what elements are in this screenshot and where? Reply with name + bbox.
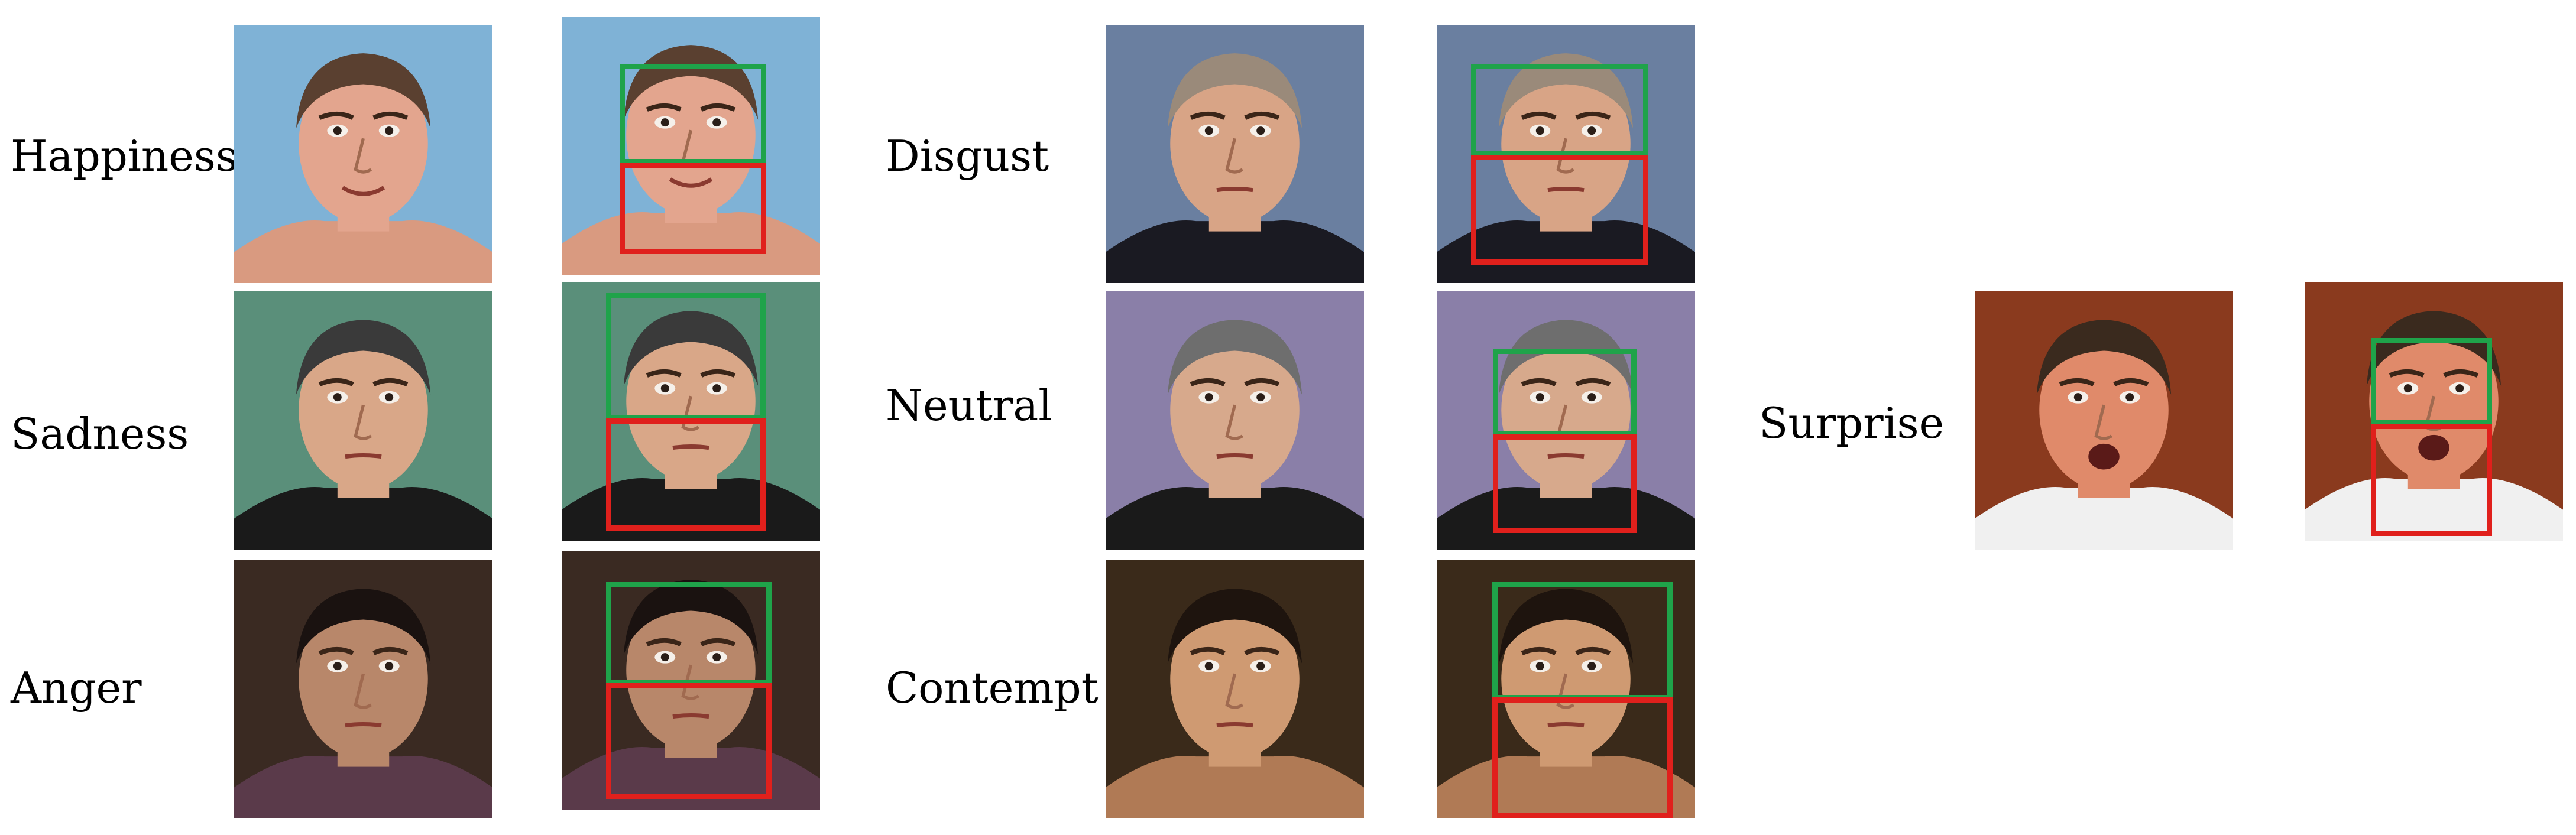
face-portrait-art (234, 25, 492, 283)
face-image-sadness-original (234, 291, 492, 550)
face-image-contempt-annotated (1437, 560, 1695, 818)
lower-face-box-sadness (606, 418, 766, 531)
lower-face-box-neutral (1493, 434, 1637, 533)
upper-face-box-anger (606, 582, 772, 685)
face-image-neutral-original (1106, 291, 1364, 550)
face-image-surprise-annotated (2305, 282, 2563, 541)
upper-face-box-surprise (2371, 338, 2492, 425)
lower-face-box-disgust (1471, 155, 1648, 265)
label-happiness: Happiness (11, 131, 238, 181)
label-disgust: Disgust (886, 131, 1049, 181)
face-portrait-art (562, 17, 820, 275)
face-image-happiness-original (234, 25, 492, 283)
face-portrait-art (1437, 291, 1695, 550)
upper-face-box-disgust (1471, 64, 1648, 156)
face-image-neutral-annotated (1437, 291, 1695, 550)
face-image-anger-original (234, 560, 492, 818)
label-contempt: Contempt (886, 663, 1099, 713)
face-image-surprise-original (1975, 291, 2233, 550)
lower-face-box-anger (606, 683, 772, 799)
label-surprise: Surprise (1759, 398, 1945, 448)
face-portrait-art (2305, 282, 2563, 541)
face-portrait-art (234, 560, 492, 818)
face-portrait-art (234, 291, 492, 550)
face-image-contempt-original (1106, 560, 1364, 818)
lower-face-box-surprise (2371, 424, 2492, 536)
label-sadness: Sadness (11, 409, 189, 459)
face-image-anger-annotated (562, 551, 820, 810)
label-neutral: Neutral (886, 381, 1052, 430)
face-portrait-art (1437, 560, 1695, 818)
upper-face-box-sadness (606, 293, 766, 420)
upper-face-box-happiness (620, 64, 766, 164)
upper-face-box-neutral (1493, 349, 1637, 436)
lower-face-box-contempt (1492, 697, 1673, 818)
face-image-happiness-annotated (562, 17, 820, 275)
upper-face-box-contempt (1492, 582, 1673, 700)
face-image-sadness-annotated (562, 282, 820, 541)
label-anger: Anger (11, 663, 142, 713)
face-image-disgust-original (1106, 25, 1364, 283)
face-portrait-art (562, 282, 820, 541)
face-portrait-art (1106, 25, 1364, 283)
face-portrait-art (1106, 291, 1364, 550)
face-portrait-art (1106, 560, 1364, 818)
face-portrait-art (562, 551, 820, 810)
face-portrait-art (1975, 291, 2233, 550)
lower-face-box-happiness (620, 163, 766, 254)
